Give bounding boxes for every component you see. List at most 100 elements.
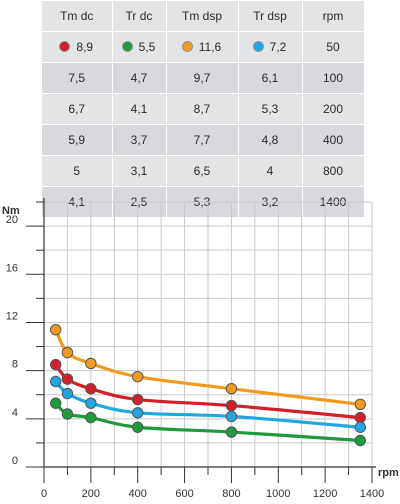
cell-tr-dsp: 4,8 <box>238 124 303 156</box>
cell-tm-dc: 7,5 <box>42 62 113 94</box>
cell-value: 7,2 <box>269 40 287 54</box>
data-point-tm-dc <box>61 373 74 385</box>
cell-tm-dc: 8,9 <box>42 31 113 63</box>
cell-value: 4 <box>266 164 274 178</box>
cell-value: 3,7 <box>130 133 148 147</box>
data-point-tr-dsp <box>225 410 238 423</box>
cell-value: 5,9 <box>68 133 86 147</box>
cell-tr-dsp: 7,2 <box>238 31 303 63</box>
data-point-tm-dsp <box>85 357 97 370</box>
chart-axes <box>26 198 376 483</box>
chart-grid <box>44 201 373 467</box>
data-point-tm-dsp <box>50 323 62 336</box>
header-tr-dsp: Tr dsp <box>238 1 303 32</box>
data-point-tm-dsp <box>225 383 238 395</box>
cell-value: 7,5 <box>68 71 86 85</box>
y-tick-label: 16 <box>6 262 18 274</box>
header-tm-dsp: Tm dsp <box>166 1 239 32</box>
data-point-tm-dsp <box>61 346 74 359</box>
cell-tr-dsp: 5,3 <box>238 93 303 125</box>
data-point-tr-dc <box>50 397 62 409</box>
cell-value: 100 <box>322 71 344 85</box>
series-marker-icon <box>182 42 192 52</box>
cell-tr-dc: 3,7 <box>112 124 167 156</box>
y-tick-label: 0 <box>12 455 18 467</box>
cell-tr-dsp: 4 <box>238 155 303 187</box>
cell-tr-dc: 5,5 <box>112 31 167 63</box>
cell-tm-dsp: 8,7 <box>166 93 239 125</box>
cell-tm-dsp: 7,7 <box>166 124 239 156</box>
x-tick-label: 800 <box>222 488 240 500</box>
data-point-tr-dc <box>61 408 74 420</box>
cell-value: 5,5 <box>138 40 156 54</box>
y-tick-label: 4 <box>12 407 18 419</box>
cell-value: 9,7 <box>193 71 211 85</box>
data-point-tr-dc <box>225 426 238 438</box>
data-point-tr-dc <box>85 411 97 424</box>
table-row: 7,5 4,7 9,7 6,1 100 <box>42 62 365 94</box>
x-tick-label: 1400 <box>360 488 384 500</box>
cell-value: 5,3 <box>261 102 279 116</box>
header-tm-dc: Tm dc <box>42 1 113 32</box>
cell-value: 3,1 <box>130 164 148 178</box>
header-tr-dc: Tr dc <box>112 1 167 32</box>
series-points <box>50 323 366 447</box>
cell-value: 8,9 <box>76 40 94 54</box>
data-point-tr-dc <box>354 434 366 447</box>
cell-value: 4,7 <box>130 71 148 85</box>
torque-data-table: Tm dc Tr dc Tm dsp Tr dsp rpm 8,9 5,5 11,6… <box>42 1 365 218</box>
y-tick-label: 8 <box>12 359 18 371</box>
data-point-tm-dc <box>132 393 144 406</box>
table-row: 8,9 5,5 11,6 7,2 50 <box>42 31 365 63</box>
cell-rpm: 200 <box>302 93 365 125</box>
cell-value: 6,5 <box>193 164 211 178</box>
table-header-row: Tm dc Tr dc Tm dsp Tr dsp rpm <box>42 1 365 32</box>
x-tick-label: 600 <box>175 488 193 500</box>
data-point-tm-dc <box>354 411 366 424</box>
cell-value: 50 <box>326 40 340 54</box>
cell-rpm: 100 <box>302 62 365 94</box>
cell-value: 4,1 <box>130 102 148 116</box>
cell-tm-dsp: 6,5 <box>166 155 239 187</box>
data-point-tm-dsp <box>354 398 366 411</box>
cell-tr-dsp: 6,1 <box>238 62 303 94</box>
table-body: 8,9 5,5 11,6 7,2 50 7,5 4,7 9,7 6,1 100 6,7 4,1 8,7 5… <box>42 31 365 218</box>
x-tick-label: 400 <box>129 488 147 500</box>
cell-tr-dc: 4,1 <box>112 93 167 125</box>
data-point-tr-dc <box>132 421 144 433</box>
data-point-tr-dsp <box>132 407 144 419</box>
x-tick-label: 1200 <box>313 488 337 500</box>
cell-tr-dc: 4,7 <box>112 62 167 94</box>
cell-tm-dc: 5,9 <box>42 124 113 156</box>
data-point-tr-dsp <box>50 375 62 388</box>
cell-tm-dsp: 9,7 <box>166 62 239 94</box>
series-marker-icon <box>122 42 132 52</box>
header-rpm: rpm <box>302 1 365 32</box>
table-row: 6,7 4,1 8,7 5,3 200 <box>42 93 365 125</box>
data-point-tm-dsp <box>132 370 144 383</box>
cell-value: 4,8 <box>261 133 279 147</box>
data-point-tm-dc <box>50 358 62 371</box>
cell-value: 200 <box>322 102 344 116</box>
cell-value: 6,7 <box>68 102 86 116</box>
data-point-tr-dsp <box>354 421 366 433</box>
y-tick-label: 20 <box>6 214 18 226</box>
table-row: 5 3,1 6,5 4 800 <box>42 155 365 187</box>
cell-rpm: 800 <box>302 155 365 187</box>
y-tick-label: 12 <box>6 310 18 322</box>
cell-value: 5 <box>73 164 81 178</box>
data-point-tr-dsp <box>61 387 74 400</box>
x-tick-label: 1000 <box>266 488 290 500</box>
data-point-tm-dc <box>225 399 238 412</box>
data-point-tr-dsp <box>85 397 97 409</box>
cell-value: 6,1 <box>261 71 279 85</box>
cell-tm-dc: 6,7 <box>42 93 113 125</box>
y-axis-label: Nm <box>2 205 20 217</box>
x-tick-label: 0 <box>41 488 47 500</box>
cell-value: 800 <box>322 164 344 178</box>
data-point-tm-dc <box>85 383 97 395</box>
cell-tm-dsp: 11,6 <box>166 31 239 63</box>
cell-value: 400 <box>322 133 344 147</box>
